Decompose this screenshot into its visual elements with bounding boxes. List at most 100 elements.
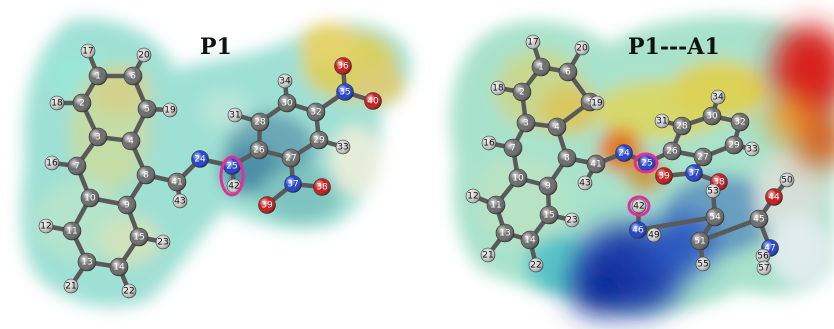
panel-title-p2: P1---A1 xyxy=(628,34,720,60)
highlight-ring-25 xyxy=(219,155,245,197)
atom-label-1: 1 xyxy=(95,72,101,82)
atom-8: 8 xyxy=(136,165,156,185)
atom-shade-56 xyxy=(756,249,770,263)
atom-29: 29 xyxy=(724,135,744,155)
atom-label-26: 26 xyxy=(253,146,265,156)
atom-shade-7 xyxy=(504,139,522,157)
atom-label-29: 29 xyxy=(728,141,740,151)
atom-27: 27 xyxy=(281,148,301,168)
atom-shade-38 xyxy=(313,178,331,196)
atom-30: 30 xyxy=(702,106,722,126)
atom-label-6: 6 xyxy=(565,68,571,78)
atom-label-2: 2 xyxy=(519,88,525,98)
atom-4: 4 xyxy=(121,131,141,151)
atom-label-24: 24 xyxy=(194,155,206,165)
atom-shade-15 xyxy=(540,206,558,224)
atom-3: 3 xyxy=(88,127,108,147)
atom-shade-39 xyxy=(258,196,276,214)
atom-label-6: 6 xyxy=(130,72,136,82)
atom-label-44: 44 xyxy=(768,193,780,203)
atom-shade-21 xyxy=(481,248,495,262)
atom-label-26: 26 xyxy=(666,147,678,157)
atom-label-38: 38 xyxy=(316,183,328,193)
atom-29: 29 xyxy=(309,130,329,150)
atom-7: 7 xyxy=(67,156,87,176)
atom-31: 31 xyxy=(227,107,243,123)
atom-shade-3 xyxy=(517,114,535,132)
atom-label-12: 12 xyxy=(467,192,478,202)
atom-7: 7 xyxy=(503,138,523,158)
atom-45: 45 xyxy=(749,209,769,229)
atom-19: 19 xyxy=(589,95,605,111)
atom-label-43: 43 xyxy=(579,179,590,189)
atom-label-23: 23 xyxy=(566,216,577,226)
atom-shade-33 xyxy=(745,142,759,156)
atom-label-15: 15 xyxy=(133,233,144,243)
atom-shade-55 xyxy=(696,257,710,271)
atom-2: 2 xyxy=(72,93,92,113)
atom-shade-25 xyxy=(638,154,656,172)
atom-shade-29 xyxy=(310,131,328,149)
atom-label-21: 21 xyxy=(65,282,76,292)
atom-36: 36 xyxy=(334,57,352,75)
atom-shade-18 xyxy=(50,96,64,110)
atom-shade-32 xyxy=(307,103,325,121)
atom-6: 6 xyxy=(123,66,143,86)
atom-33: 33 xyxy=(335,139,351,155)
atom-label-18: 18 xyxy=(492,84,504,94)
atom-17: 17 xyxy=(80,43,96,59)
atom-43: 43 xyxy=(577,175,593,191)
atom-label-11: 11 xyxy=(66,227,77,237)
atom-label-46: 46 xyxy=(632,226,644,236)
atom-shade-27 xyxy=(694,148,712,166)
atom-label-15: 15 xyxy=(543,211,554,221)
atom-label-31: 31 xyxy=(656,117,667,127)
atom-label-11: 11 xyxy=(490,201,501,211)
atom-12: 12 xyxy=(465,188,481,204)
atom-label-10: 10 xyxy=(84,194,96,204)
atom-31: 31 xyxy=(654,113,670,129)
atom-14: 14 xyxy=(520,230,540,250)
atom-label-37: 37 xyxy=(688,169,699,179)
atom-shade-40 xyxy=(364,92,382,110)
molecule-p2: 1720161825193416784143242526283130343229… xyxy=(465,34,795,276)
atom-label-45: 45 xyxy=(753,215,764,225)
atom-6: 6 xyxy=(558,62,578,82)
atom-3: 3 xyxy=(516,113,536,133)
atom-label-4: 4 xyxy=(128,137,134,147)
atom-label-18: 18 xyxy=(51,99,63,109)
atom-label-7: 7 xyxy=(510,144,516,154)
atom-shade-10 xyxy=(81,189,99,207)
atom-label-14: 14 xyxy=(113,263,125,273)
atom-24: 24 xyxy=(615,144,633,162)
atom-shade-24 xyxy=(615,144,633,162)
atom-23: 23 xyxy=(155,234,171,250)
atom-20: 20 xyxy=(136,47,152,63)
atom-shade-16 xyxy=(482,136,496,150)
atom-40: 40 xyxy=(364,92,382,110)
atom-38: 38 xyxy=(313,178,331,196)
atom-shade-17 xyxy=(526,35,540,49)
atom-16: 16 xyxy=(44,155,60,171)
atom-label-27: 27 xyxy=(285,154,296,164)
atom-shade-8 xyxy=(558,149,576,167)
atom-41: 41 xyxy=(586,154,606,174)
atom-label-9: 9 xyxy=(545,182,551,192)
atom-label-40: 40 xyxy=(367,97,379,107)
atom-label-42: 42 xyxy=(633,202,644,212)
atom-label-22: 22 xyxy=(530,261,541,271)
atom-shade-4 xyxy=(122,132,140,150)
atom-shade-23 xyxy=(156,235,170,249)
atom-shade-10 xyxy=(509,169,527,187)
atom-28: 28 xyxy=(672,116,692,136)
atom-label-56: 56 xyxy=(757,252,769,262)
atom-shade-7 xyxy=(68,157,86,175)
atom-shade-19 xyxy=(163,103,177,117)
atom-51: 51 xyxy=(690,231,710,251)
atom-43: 43 xyxy=(172,193,188,209)
atom-shade-51 xyxy=(691,232,709,250)
atom-label-41: 41 xyxy=(590,160,601,170)
atom-44: 44 xyxy=(765,188,783,206)
atom-label-21: 21 xyxy=(482,251,493,261)
atom-shade-44 xyxy=(765,188,783,206)
